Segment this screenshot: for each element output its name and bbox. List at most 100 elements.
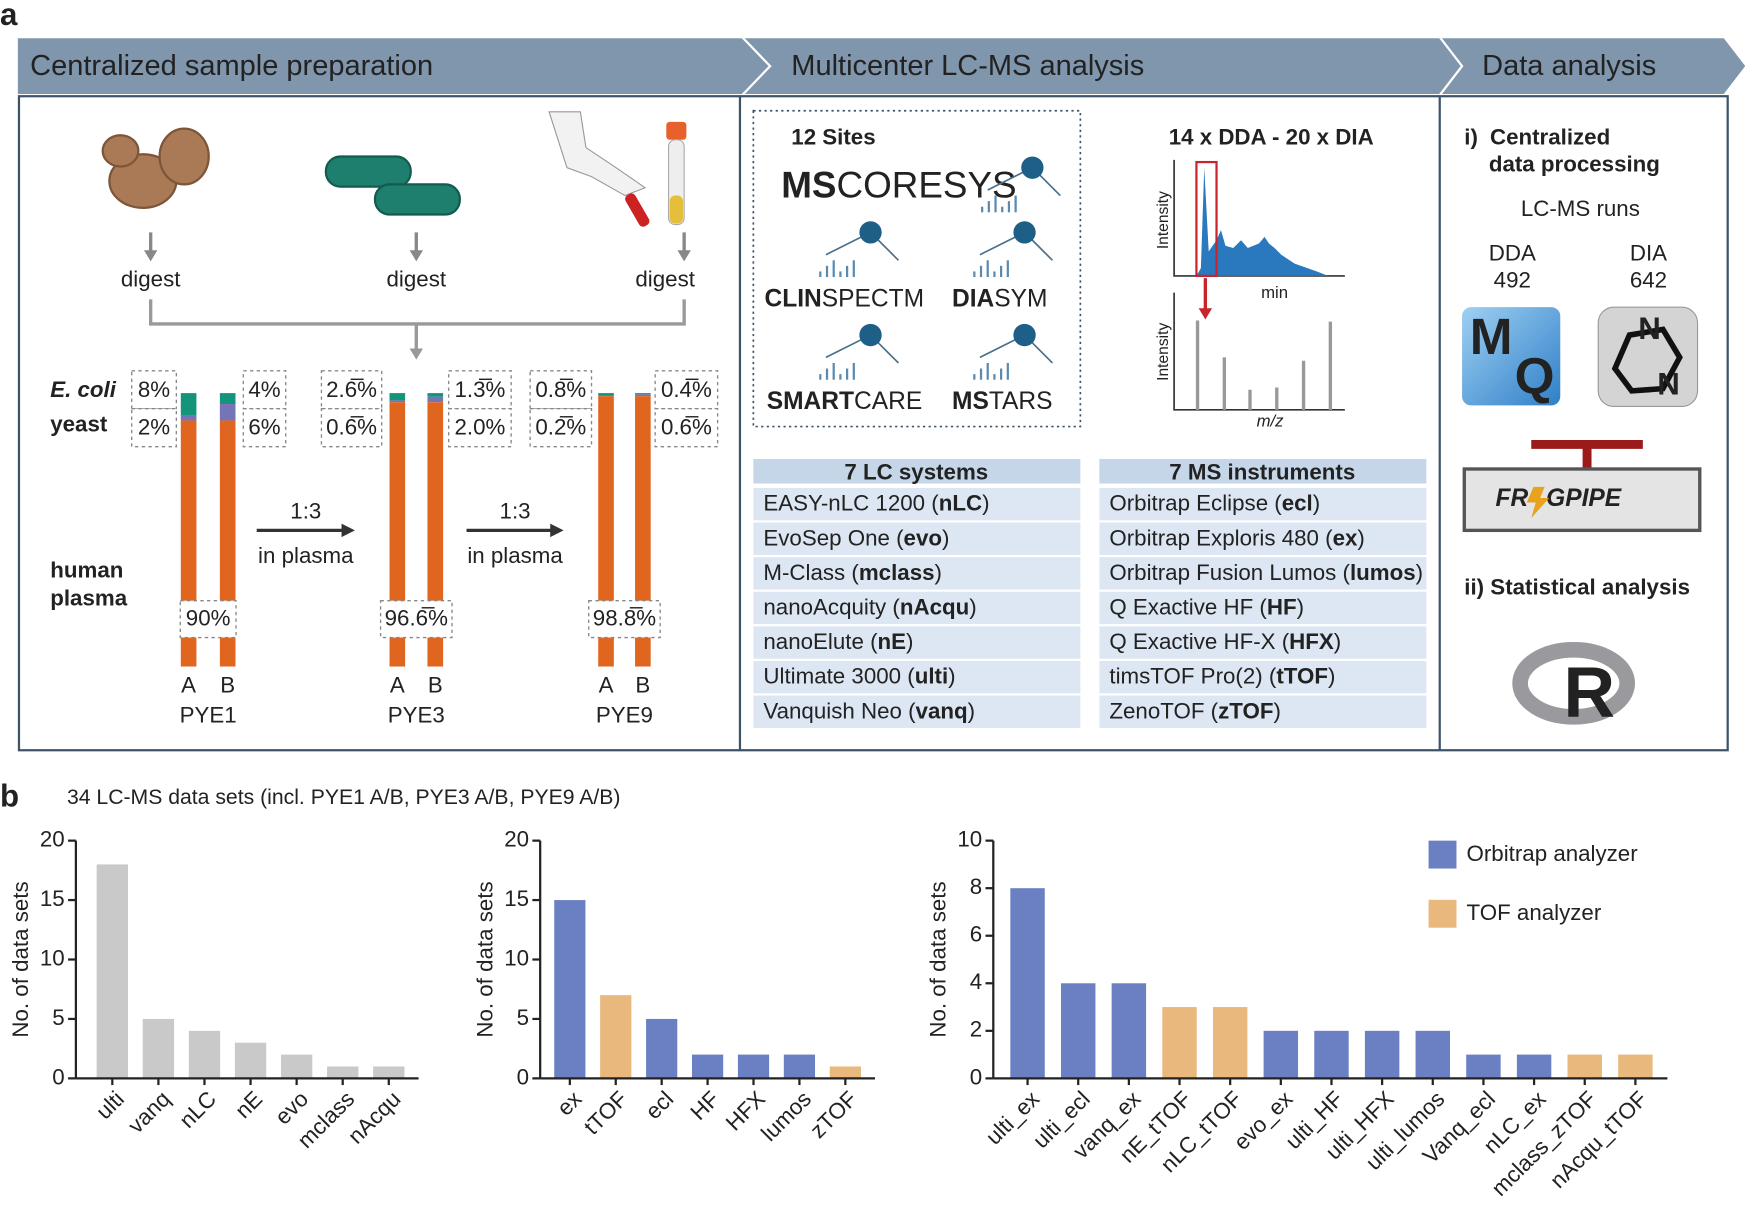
legend-label: Orbitrap analyzer — [1467, 841, 1639, 866]
yeast-cell — [101, 134, 140, 168]
bar — [1466, 1054, 1501, 1079]
table-cell: nanoAcquity (nAcqu) — [763, 594, 976, 619]
dilution-medium: in plasma — [258, 543, 354, 568]
table-row — [753, 660, 1081, 694]
table-cell-part: mclass — [859, 560, 935, 585]
table-cell-part: ) — [948, 664, 955, 689]
bar — [1212, 1007, 1248, 1079]
bar — [646, 1018, 678, 1079]
table-row — [1099, 487, 1427, 521]
table-cell: Vanquish Neo (vanq) — [763, 698, 975, 723]
step-title: Centralized — [1490, 125, 1610, 150]
table-cell-part: M-Class ( — [763, 560, 859, 585]
table-cell: EASY-nLC 1200 (nLC) — [763, 491, 989, 516]
r-logo: R — [1563, 653, 1615, 733]
table-cell-part: HFX — [1289, 629, 1334, 654]
x-tick-label: ecl — [640, 1086, 678, 1124]
r-ring — [1512, 641, 1636, 725]
axis-label: m/z — [1257, 412, 1285, 431]
peak-highlight — [1195, 160, 1218, 278]
icon-node — [1021, 156, 1044, 179]
legend-human: plasma — [50, 585, 127, 610]
dilution-ratio: 1:3 — [290, 498, 321, 523]
logo-text: N — [1657, 367, 1680, 402]
table-cell-part: vanq — [916, 698, 968, 723]
table-row — [1099, 557, 1427, 590]
bar — [1618, 1054, 1653, 1079]
site-logo-part: DIA — [952, 286, 995, 313]
mixture-name: PYE1 — [180, 703, 237, 728]
fragpipe-pipe — [1462, 467, 1702, 533]
table-cell-part: ) — [1416, 560, 1423, 585]
bar — [96, 864, 128, 1079]
table-cell-part: ) — [1334, 629, 1341, 654]
arrow-head — [409, 348, 423, 360]
x-tick-label: ulti — [91, 1086, 129, 1124]
site-logo: CLINSPECTM — [765, 286, 925, 313]
label-box — [242, 408, 287, 448]
digest-label: digest — [387, 266, 447, 291]
y-tick-label: 20 — [504, 827, 529, 852]
table-cell-part: HF — [1267, 594, 1297, 619]
bar — [600, 995, 632, 1079]
run-mode: DDA — [1489, 241, 1536, 266]
composition-segment — [635, 394, 651, 397]
table-cell-part: ecl — [1282, 491, 1313, 516]
composition-segment — [180, 414, 197, 421]
logo-text: Q — [1515, 347, 1555, 404]
table-cell-part: tTOF — [1276, 664, 1328, 689]
y-tick-label: 2 — [970, 1017, 982, 1042]
table-cell-part: Vanquish Neo ( — [763, 698, 916, 723]
bar — [554, 900, 586, 1079]
table-cell-part: Q Exactive HF-X ( — [1109, 629, 1289, 654]
sample-label: A — [390, 673, 405, 698]
legend-ecoli: E. coli — [50, 377, 117, 402]
bar — [1060, 983, 1096, 1079]
composition-segment — [598, 393, 614, 396]
bar — [1162, 1007, 1197, 1079]
header-text: Centralized sample preparation — [30, 50, 433, 82]
yeast-label: 2.0% — [454, 415, 505, 440]
yeast-label: 6% — [248, 415, 280, 440]
run-count: 642 — [1630, 267, 1667, 292]
composition-segment — [427, 396, 444, 403]
header-text: Multicenter LC-MS analysis — [791, 50, 1144, 82]
table-cell-part: ) — [906, 629, 913, 654]
logo-text: M — [1470, 308, 1513, 365]
sites-box — [752, 109, 1082, 428]
table-cell-part: EASY-nLC 1200 ( — [763, 491, 939, 516]
human-label: 98.8̅% — [593, 606, 656, 631]
digest-label: digest — [635, 266, 695, 291]
composition-segment — [427, 393, 444, 397]
composition-segment — [427, 402, 444, 667]
site-logo-part: MS — [952, 389, 989, 416]
y-tick-label: 5 — [517, 1005, 529, 1030]
x-tick-label: ex — [552, 1086, 586, 1120]
table-cell-part: ) — [982, 491, 989, 516]
table-cell-part: ) — [942, 525, 949, 550]
legend-swatch — [1428, 899, 1457, 928]
table-cell: M-Class (mclass) — [763, 560, 942, 585]
bar — [1567, 1054, 1602, 1079]
step-marker: i) — [1464, 125, 1478, 150]
label-box — [447, 370, 512, 410]
table-cell-part: Orbitrap Fusion Lumos ( — [1109, 560, 1350, 585]
step-title: ii) Statistical analysis — [1464, 574, 1690, 599]
bar — [1010, 888, 1045, 1079]
site-logo: DIASYM — [952, 286, 1047, 313]
sample-label: B — [220, 673, 235, 698]
x-tick-label: nAcqu — [343, 1086, 405, 1148]
spectrum-axes — [1173, 292, 1345, 411]
label-box — [529, 408, 593, 448]
y-tick-label: 8 — [970, 874, 982, 899]
sites-title: 12 Sites — [791, 125, 875, 150]
dilution-ratio: 1:3 — [500, 498, 531, 523]
table-cell: Orbitrap Fusion Lumos (lumos) — [1109, 560, 1423, 585]
fragpipe-bolt — [1526, 486, 1550, 519]
site-logo: SMARTCARE — [767, 389, 922, 416]
composition-segment — [598, 395, 614, 397]
y-axis-label: No. of data sets — [472, 881, 497, 1037]
x-tick-label: nE — [230, 1086, 267, 1123]
table-header — [1099, 458, 1427, 484]
panel-label: a — [0, 0, 18, 32]
